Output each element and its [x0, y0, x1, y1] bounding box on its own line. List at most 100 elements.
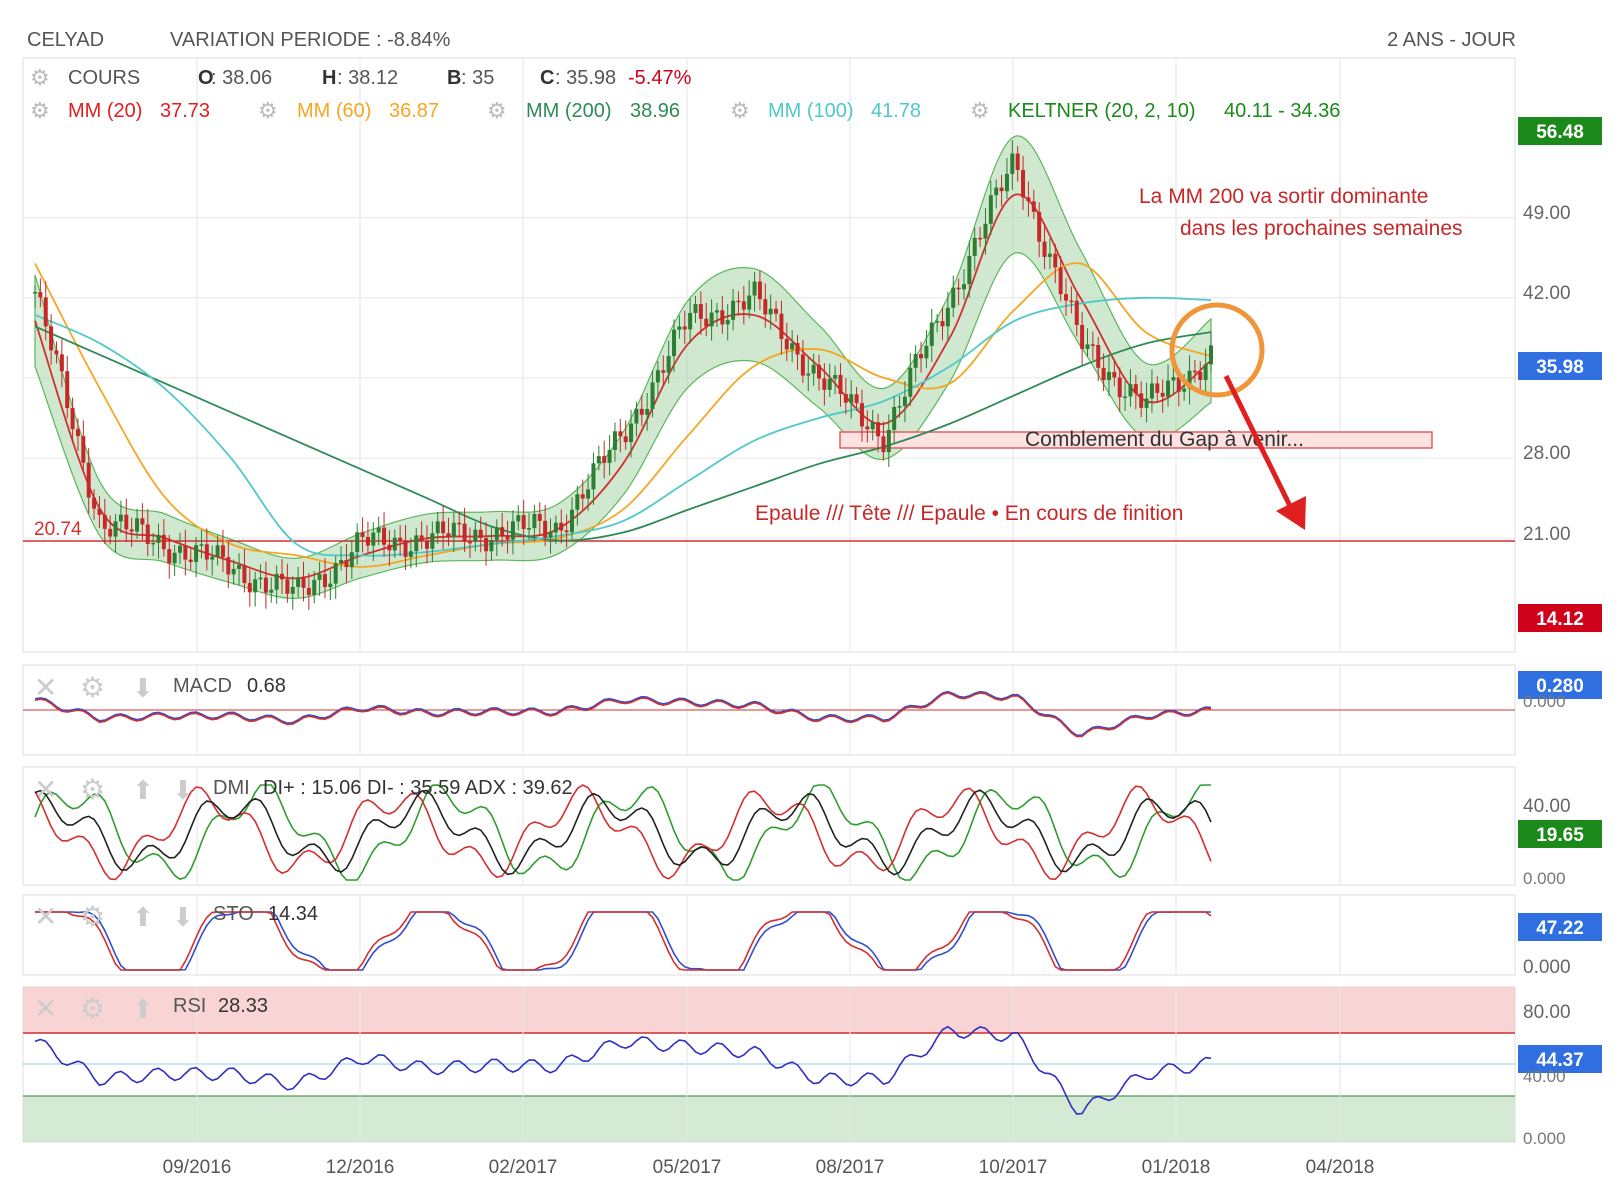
mm100-value: 41.78 [871, 100, 921, 122]
candle-body [763, 299, 768, 315]
mm200-value: 38.96 [630, 100, 680, 122]
adx-line [34, 789, 1212, 876]
arrow-down-icon[interactable]: ⬇ [172, 775, 194, 805]
candle-body [586, 489, 591, 499]
candle-body [317, 574, 322, 580]
close-icon[interactable]: ✕ [34, 993, 57, 1024]
candle-body [521, 515, 526, 529]
gear-icon[interactable]: ⚙ [970, 98, 990, 123]
candle-body [473, 529, 478, 542]
rsi-line [34, 1025, 1212, 1115]
candle-body [961, 284, 966, 290]
candle-body [752, 281, 757, 296]
candle-body [360, 532, 365, 538]
arrow-up-icon[interactable]: ⬆ [132, 775, 154, 805]
candle-body [70, 407, 75, 430]
svg-text:44.37: 44.37 [1536, 1050, 1584, 1071]
candle-body [661, 370, 666, 373]
candle-body [682, 326, 687, 330]
candle-body [118, 514, 123, 522]
candle-body [441, 521, 446, 534]
price-axis: 49.00 42.00 28.00 21.00 [1523, 203, 1571, 545]
cours-label: COURS [68, 67, 140, 89]
macd-value: 0.68 [247, 675, 286, 697]
candle-body [865, 426, 870, 430]
rsi-label: RSI [173, 995, 206, 1017]
candle-body [650, 382, 655, 409]
gear-icon[interactable]: ⚙ [80, 672, 105, 703]
x-axis: 09/2016 12/2016 02/2017 05/2017 08/2017 10/20… [163, 1157, 1375, 1178]
arrow-down-icon[interactable]: ⬇ [172, 902, 194, 932]
candle-body [1133, 384, 1138, 394]
candle-body [65, 371, 70, 408]
candle-body [607, 449, 612, 463]
candle-body [655, 370, 660, 383]
candle-body [1166, 380, 1171, 397]
mm100-label: MM (100) [768, 100, 854, 122]
candle-body [537, 514, 542, 521]
candle-body [49, 326, 54, 351]
gear-icon[interactable]: ⚙ [80, 993, 105, 1024]
mm200-note-line2: dans les prochaines semaines [1180, 217, 1463, 240]
close-icon[interactable]: ✕ [34, 901, 57, 932]
arrow-up-icon[interactable]: ⬆ [132, 902, 154, 932]
candle-body [33, 292, 37, 294]
candle-body [1112, 371, 1117, 378]
candle-body [940, 321, 945, 327]
legend-row-1: ⚙ COURS O : 38.06 H : 38.12 B : 35 C : 3… [30, 65, 692, 90]
ma-line [34, 296, 1212, 557]
gear-icon[interactable]: ⚙ [730, 98, 750, 123]
candle-body [999, 187, 1004, 192]
dmi-tick: 0.000 [1523, 869, 1566, 888]
gear-icon[interactable]: ⚙ [30, 98, 50, 123]
gear-icon[interactable]: ⚙ [80, 901, 105, 932]
candle-body [231, 568, 236, 575]
candle-body [913, 353, 918, 368]
candles [33, 140, 1213, 610]
y-tick: 49.00 [1523, 203, 1571, 224]
indicator-lines [23, 690, 1515, 1115]
close-icon[interactable]: ✕ [34, 774, 57, 805]
candle-body [870, 422, 875, 430]
arrow-down-icon[interactable]: ⬇ [132, 673, 154, 703]
candle-body [161, 534, 166, 550]
candle-body [1026, 197, 1031, 202]
candle-body [677, 326, 682, 330]
candle-body [1155, 383, 1160, 393]
gear-icon[interactable]: ⚙ [487, 98, 507, 123]
candle-body [1160, 392, 1165, 397]
candle-body [688, 312, 693, 330]
close-icon[interactable]: ✕ [34, 672, 57, 703]
badge-low: 14.12 [1518, 604, 1602, 632]
candle-body [151, 542, 156, 545]
period-label[interactable]: 2 ANS - JOUR [1387, 29, 1516, 51]
low-value: : 35 [461, 67, 494, 89]
candle-body [430, 533, 435, 549]
candle-body [81, 436, 86, 463]
candle-body [827, 378, 832, 390]
candle-body [392, 537, 397, 551]
candle-body [328, 583, 333, 588]
dmi-tick: 40.00 [1523, 796, 1571, 817]
candle-body [886, 429, 891, 453]
candle-body [1053, 253, 1058, 268]
gear-icon[interactable]: ⚙ [80, 774, 105, 805]
x-tick: 04/2018 [1306, 1157, 1375, 1178]
candle-body [1021, 169, 1026, 198]
candle-body [634, 408, 639, 424]
candle-body [919, 353, 924, 359]
gear-icon[interactable]: ⚙ [30, 65, 50, 90]
rsi-value: 28.33 [218, 995, 268, 1017]
candle-body [972, 237, 977, 256]
candle-body [124, 514, 129, 530]
gear-icon[interactable]: ⚙ [258, 98, 278, 123]
candle-body [516, 515, 521, 522]
grid-lines [23, 58, 1515, 1142]
candle-body [741, 301, 746, 310]
sto-panel[interactable] [22, 894, 1516, 976]
candle-body [956, 287, 961, 290]
candle-body [172, 552, 177, 564]
candle-body [425, 540, 429, 549]
candle-body [612, 431, 617, 450]
arrow-up-icon[interactable]: ⬆ [132, 994, 154, 1024]
